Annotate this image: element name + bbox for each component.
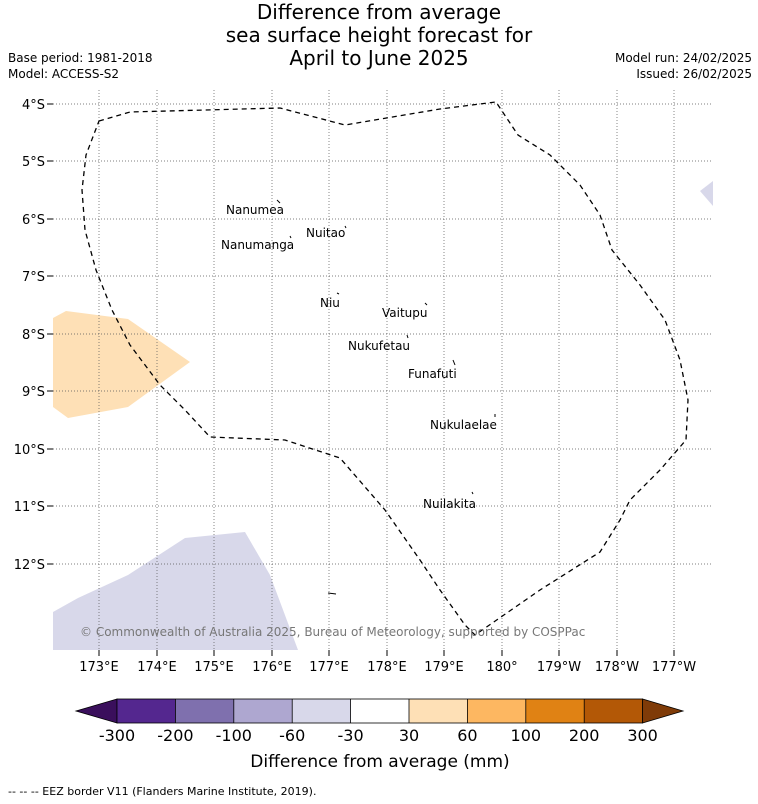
- island-label-nuitao: Nuitao: [306, 226, 345, 240]
- colorbar-tick-label: -100: [216, 726, 252, 745]
- island-label-nuilakita: Nuilakita: [423, 497, 476, 511]
- lat-label: 5°S: [22, 155, 45, 170]
- lon-label: 173°E: [79, 660, 119, 675]
- island-label-nanumea: Nanumea: [226, 203, 284, 217]
- lat-ticks: [47, 103, 53, 565]
- colorbar-segment: [525, 699, 585, 723]
- colorbar-segment: [350, 699, 409, 723]
- lon-label: 179°E: [424, 660, 464, 675]
- colorbar-segment: [409, 699, 468, 723]
- gridlines: [53, 90, 713, 650]
- lat-label: 10°S: [14, 443, 45, 458]
- model-name: Model: ACCESS-S2: [8, 67, 120, 81]
- lon-ticks: [98, 650, 675, 656]
- island-label-nanumanga: Nanumanga: [221, 238, 294, 252]
- island-label-nukulaelae: Nukulaelae: [430, 418, 497, 432]
- lat-label: 12°S: [14, 558, 45, 573]
- island-label-vaitupu: Vaitupu: [382, 306, 428, 320]
- colorbar-tick-label: 100: [511, 726, 542, 745]
- eez-border: [81, 101, 689, 636]
- lon-label: 177°E: [309, 660, 349, 675]
- lon-label: 178°E: [367, 660, 407, 675]
- colorbar-tick-label: -60: [279, 726, 305, 745]
- negative-anomaly-region-southwest: [53, 532, 298, 650]
- lat-label: 6°S: [22, 213, 45, 228]
- issued-date: Issued: 26/02/2025: [636, 67, 752, 81]
- colorbar-segment: [175, 699, 234, 723]
- positive-anomaly-region: [53, 311, 190, 418]
- model-run: Model run: 24/02/2025: [614, 51, 752, 65]
- colorbar-tick-label: -200: [157, 726, 193, 745]
- colorbar-segment: [292, 699, 351, 723]
- colorbar-tick-label: -300: [99, 726, 135, 745]
- lat-label: 7°S: [22, 270, 45, 285]
- lon-label: 179°W: [537, 660, 581, 675]
- lon-label: 178°W: [595, 660, 639, 675]
- lat-label: 8°S: [22, 328, 45, 343]
- colorbar-tick-label: 200: [569, 726, 600, 745]
- lat-label: 4°S: [22, 98, 45, 113]
- lon-label: 177°W: [652, 660, 696, 675]
- title-line-3: April to June 2025: [289, 46, 469, 70]
- colorbar-tick-label: 60: [457, 726, 477, 745]
- colorbar-tick-label: 300: [627, 726, 658, 745]
- lat-label: 11°S: [14, 500, 45, 515]
- title-line-1: Difference from average: [256, 0, 502, 24]
- colorbar-tick-label: 30: [399, 726, 419, 745]
- lon-label: 180°: [486, 660, 517, 675]
- colorbar-segment: [117, 699, 176, 723]
- colorbar-tick-label: -30: [338, 726, 364, 745]
- colorbar-segment: [584, 699, 643, 723]
- colorbar-label: Difference from average (mm): [250, 752, 509, 772]
- lon-label: 174°E: [137, 660, 177, 675]
- island-marks: [276, 199, 496, 595]
- eez-footnote: -- -- -- EEZ border V11 (Flanders Marine…: [8, 785, 317, 798]
- island-label-funafuti: Funafuti: [408, 367, 457, 381]
- map-copyright: © Commonwealth of Australia 2025, Bureau…: [80, 625, 585, 639]
- colorbar-extend-low: [74, 698, 118, 724]
- lon-label: 176°E: [252, 660, 292, 675]
- colorbar-segment: [467, 699, 526, 723]
- colorbar-extend-high: [642, 698, 685, 724]
- colorbar: [74, 698, 685, 724]
- island-label-nukufetau: Nukufetau: [348, 339, 410, 353]
- negative-anomaly-region-northeast: [700, 181, 713, 206]
- colorbar-segment: [233, 699, 293, 723]
- lon-label: 175°E: [194, 660, 234, 675]
- lat-label: 9°S: [22, 385, 45, 400]
- base-period: Base period: 1981-2018: [8, 51, 153, 65]
- island-label-niu: Niu: [320, 296, 340, 310]
- title-line-2: sea surface height forecast for: [225, 23, 533, 47]
